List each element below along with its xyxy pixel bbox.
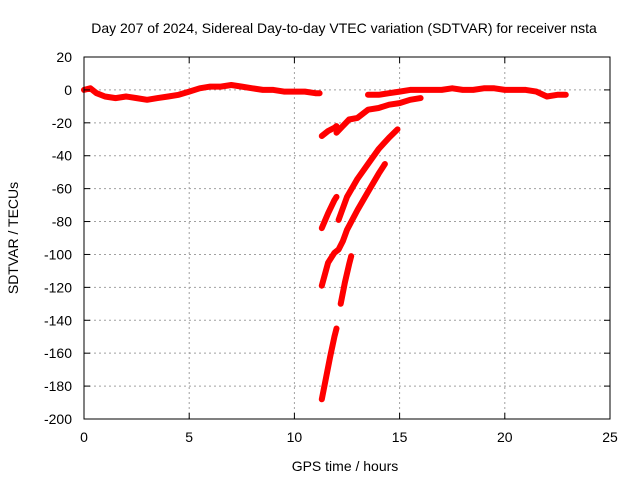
y-axis-label: SDTVAR / TECUs xyxy=(5,182,21,294)
y-tick-label: -60 xyxy=(52,181,72,197)
series-layer xyxy=(81,82,569,403)
y-tick-label: -200 xyxy=(44,411,72,427)
y-tick-label: 20 xyxy=(56,49,72,65)
x-tick-label: 25 xyxy=(602,429,618,445)
y-tick-label: -20 xyxy=(52,115,72,131)
x-tick-label: 0 xyxy=(80,429,88,445)
sdtvar-series-line xyxy=(333,95,424,136)
sdtvar-series-line xyxy=(335,126,401,223)
chart-title: Day 207 of 2024, Sidereal Day-to-day VTE… xyxy=(91,20,597,36)
grid xyxy=(84,57,610,419)
ticks xyxy=(83,56,611,420)
sdtvar-series-line xyxy=(365,85,569,100)
y-tick-label: -120 xyxy=(44,279,72,295)
x-tick-label: 20 xyxy=(497,429,513,445)
y-tick-label: -180 xyxy=(44,378,72,394)
sdtvar-series-line xyxy=(318,161,388,289)
x-tick-label: 5 xyxy=(185,429,193,445)
x-axis-label: GPS time / hours xyxy=(292,458,399,474)
y-tick-label: -80 xyxy=(52,214,72,230)
x-tick-label: 15 xyxy=(392,429,408,445)
sdtvar-series-line xyxy=(81,82,323,103)
plot-frame xyxy=(83,56,611,420)
y-tick-label: -160 xyxy=(44,345,72,361)
y-tick-label: -100 xyxy=(44,246,72,262)
y-tick-label: -40 xyxy=(52,148,72,164)
y-tick-labels: 20 0 -20 -40 -60 -80 -100 -120 -140 -160 -180 -200 xyxy=(44,49,72,427)
sdtvar-series-line xyxy=(318,123,340,139)
x-tick-labels: 0 5 10 15 20 25 xyxy=(80,429,618,445)
sdtvar-series-line xyxy=(337,253,355,307)
sdtvar-series-line xyxy=(318,193,340,232)
sdtvar-series-line xyxy=(318,325,340,403)
x-tick-label: 10 xyxy=(287,429,303,445)
y-tick-label: -140 xyxy=(44,312,72,328)
y-tick-label: 0 xyxy=(64,82,72,98)
